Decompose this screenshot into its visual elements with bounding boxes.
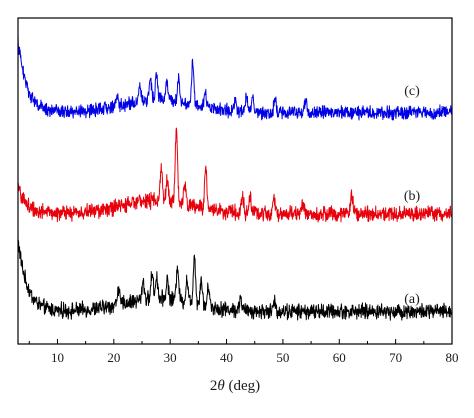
x-tick-label: 20 [107, 350, 120, 365]
curve-labels-group: (a) (b) (c) [404, 84, 421, 307]
x-tick-label: 30 [164, 350, 177, 365]
curve-label-b: (b) [404, 189, 421, 204]
x-axis-title: 2θ (deg) [210, 378, 260, 394]
series-line-b [17, 127, 453, 223]
x-tick-label: 70 [389, 350, 402, 365]
series-line-c [17, 35, 453, 121]
curve-label-a: (a) [404, 292, 420, 307]
curve-label-c: (c) [404, 84, 420, 99]
x-axis-title-prefix: 2 [210, 378, 218, 394]
x-tick-label: 50 [276, 350, 289, 365]
x-tick-label: 10 [51, 350, 64, 365]
plot-frame [17, 17, 453, 345]
x-tick-label: 60 [333, 350, 346, 365]
x-tick-label: 40 [220, 350, 233, 365]
x-ticks-group: 10 20 30 40 50 60 70 80 [28, 339, 459, 365]
series-line-a [17, 239, 453, 321]
x-axis-title-symbol: θ [217, 378, 225, 394]
x-tick-label: 80 [446, 350, 459, 365]
x-axis-title-suffix: (deg) [225, 378, 260, 394]
curves-group [17, 35, 453, 321]
